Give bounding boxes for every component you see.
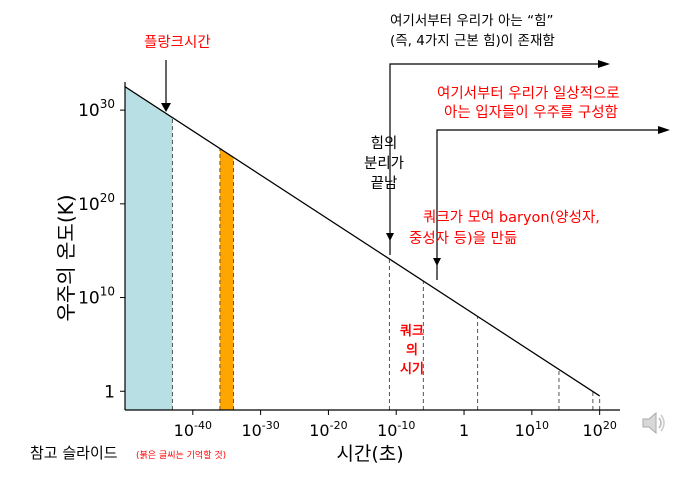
forces-arrow-head <box>598 60 610 68</box>
temperature-line <box>124 86 601 397</box>
y-tick-label-1: 1020 <box>78 191 115 215</box>
planck-label: 플랑크시간 <box>144 34 211 51</box>
footer-reference-note: (붉은 글씨는 기억할 것) <box>136 449 226 461</box>
separation-label-3: 끝남 <box>371 175 398 192</box>
forces-arrow <box>389 63 600 255</box>
footer-reference: 참고 슬라이드 <box>30 444 118 462</box>
x-tick-label-2: 10-20 <box>309 419 347 440</box>
x-tick-label-4: 1 <box>459 421 469 440</box>
x-axis-label: 시간(초) <box>336 443 403 465</box>
separation-label-1: 힘의 <box>371 135 398 152</box>
forces-label-bottom: (즉, 4가지 근본 힘)이 존재함 <box>390 33 555 49</box>
y-tick-label-3: 1 <box>104 382 115 402</box>
x-tick-label-5: 1010 <box>515 419 549 440</box>
particles-label-top: 여기서부터 우리가 일상적으로 <box>437 85 620 102</box>
y-tick-label-0: 1030 <box>78 97 115 121</box>
separation-label-2: 분리가 <box>364 155 404 172</box>
x-tick-label-0: 10-40 <box>174 419 212 440</box>
quark-era-label-3: 시기 <box>400 362 424 377</box>
baryon-label-2: 중성자 등)을 만듦 <box>409 230 517 247</box>
planck-pointer-head <box>161 103 171 112</box>
shaded-regions <box>125 86 234 410</box>
marker-lines <box>171 117 601 410</box>
shaded-region-1 <box>219 148 234 410</box>
y-axis-label: 우주의 온도(K) <box>54 194 78 321</box>
separation-pointer-head <box>386 233 394 241</box>
baryon-pointer-head <box>433 258 441 266</box>
speaker-icon[interactable] <box>640 408 668 438</box>
x-ticks: 10-40 10-30 10-20 10-10 1 1010 1020 <box>174 410 617 440</box>
x-tick-label-3: 10-10 <box>377 419 415 440</box>
particles-arrow-head <box>658 126 670 134</box>
forces-label-top: 여기서부터 우리가 아는 “힘” <box>390 13 553 29</box>
quark-era-label-2: 의 <box>406 342 418 358</box>
x-tick-label-6: 1020 <box>582 419 616 440</box>
quark-era-label-1: 쿼크 <box>400 323 424 339</box>
y-tick-label-2: 1010 <box>78 285 115 309</box>
y-ticks: 1030 1020 1010 1 <box>78 97 125 402</box>
x-tick-label-1: 10-30 <box>241 419 279 440</box>
shaded-region-0 <box>125 86 173 410</box>
particles-arrow <box>436 129 660 280</box>
particles-label-bottom: 아는 입자들이 우주를 구성함 <box>444 104 618 121</box>
baryon-label-1: 쿼크가 모여 baryon(양성자, <box>423 209 600 226</box>
